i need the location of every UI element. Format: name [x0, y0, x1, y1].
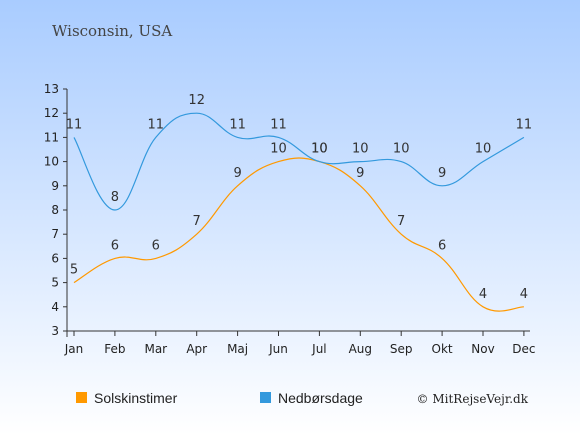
data-label-solskinstimer: 10	[270, 142, 287, 157]
data-label-nedborsdage: 10	[393, 142, 410, 157]
data-label-solskinstimer: 10	[311, 142, 328, 157]
data-label-nedborsdage: 12	[188, 93, 205, 108]
data-label-solskinstimer: 9	[233, 166, 241, 181]
y-tick-label: 9	[51, 179, 59, 193]
data-label-solskinstimer: 7	[397, 214, 405, 229]
data-label-nedborsdage: 8	[111, 190, 119, 205]
x-tick-label: Mar	[144, 342, 167, 356]
x-tick-label: Sep	[390, 342, 413, 356]
y-tick-label: 4	[51, 300, 59, 314]
x-tick-label: Aug	[349, 342, 372, 356]
x-tick-label: Jul	[311, 342, 326, 356]
data-label-nedborsdage: 11	[148, 117, 165, 132]
data-label-solskinstimer: 4	[520, 287, 528, 302]
y-tick-label: 7	[51, 227, 59, 241]
data-label-nedborsdage: 11	[516, 117, 533, 132]
legend: Solskinstimer Nedbørsdage	[76, 390, 363, 406]
y-tick-label: 8	[51, 203, 59, 217]
x-tick-label: Feb	[104, 342, 125, 356]
data-label-solskinstimer: 4	[479, 287, 487, 302]
x-tick-label: Jun	[268, 342, 288, 356]
data-label-solskinstimer: 6	[111, 238, 119, 253]
data-label-nedborsdage: 11	[229, 117, 246, 132]
y-tick-label: 10	[44, 155, 59, 169]
y-tick-label: 5	[51, 276, 59, 290]
data-label-solskinstimer: 7	[193, 214, 201, 229]
y-tick-label: 13	[44, 82, 59, 96]
x-tick-label: Apr	[186, 342, 207, 356]
data-label-nedborsdage: 11	[270, 117, 287, 132]
data-label-nedborsdage: 10	[352, 142, 369, 157]
data-label-solskinstimer: 6	[152, 238, 160, 253]
x-tick-label: Nov	[471, 342, 494, 356]
data-label-nedborsdage: 11	[66, 117, 83, 132]
legend-label-solskinstimer: Solskinstimer	[94, 390, 178, 406]
data-label-solskinstimer: 6	[438, 238, 446, 253]
data-label-solskinstimer: 9	[356, 166, 364, 181]
copyright-credit: © MitRejseVejr.dk	[417, 392, 529, 406]
series-line-solskinstimer	[73, 157, 524, 312]
series-line-nedborsdage	[73, 112, 525, 211]
y-tick-label: 3	[51, 324, 59, 338]
data-label-solskinstimer: 5	[70, 263, 78, 278]
data-label-nedborsdage: 10	[311, 142, 328, 157]
data-label-nedborsdage: 9	[438, 166, 446, 181]
chart-title: Wisconsin, USA	[52, 22, 172, 40]
x-tick-label: Okt	[432, 342, 453, 356]
x-tick-label: Maj	[227, 342, 248, 356]
legend-swatch-nedborsdage	[260, 392, 271, 403]
y-tick-label: 6	[51, 251, 59, 265]
legend-label-nedborsdage: Nedbørsdage	[278, 390, 363, 406]
legend-swatch-solskinstimer	[76, 392, 87, 403]
y-tick-label: 12	[44, 106, 59, 120]
x-tick-label: Dec	[512, 342, 535, 356]
x-tick-label: Jan	[64, 342, 84, 356]
data-label-nedborsdage: 10	[475, 142, 492, 157]
y-tick-label: 11	[44, 130, 59, 144]
